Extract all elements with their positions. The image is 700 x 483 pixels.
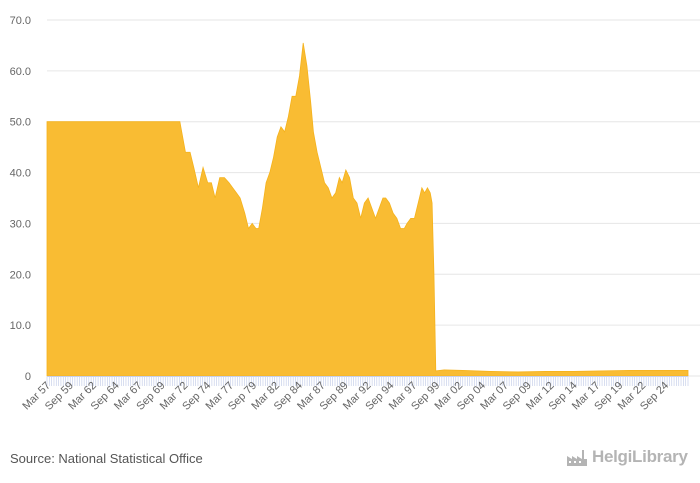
y-tick-label: 60.0 (10, 66, 31, 78)
y-axis: 0 10.0 20.0 30.0 40.0 50.0 60.0 70.0 (10, 15, 31, 383)
brand-logo[interactable]: HelgiLibrary (566, 447, 688, 467)
y-tick-label: 40.0 (10, 168, 31, 180)
y-tick-label: 50.0 (10, 117, 31, 129)
x-minor-ticks (46, 377, 689, 386)
brand-name: HelgiLibrary (592, 447, 688, 466)
area-layer (46, 42, 689, 377)
source-note: Source: National Statistical Office (10, 451, 203, 466)
y-tick-label: 0 (25, 371, 31, 383)
y-tick-label: 20.0 (10, 269, 31, 281)
factory-icon (567, 450, 587, 466)
area-series (46, 42, 689, 377)
y-tick-label: 30.0 (10, 218, 31, 230)
x-axis (46, 376, 689, 386)
y-tick-label: 70.0 (10, 15, 31, 27)
chart: 0 10.0 20.0 30.0 40.0 50.0 60.0 70.0 Mar 57Sep … (10, 15, 700, 413)
y-tick-label: 10.0 (10, 320, 31, 332)
